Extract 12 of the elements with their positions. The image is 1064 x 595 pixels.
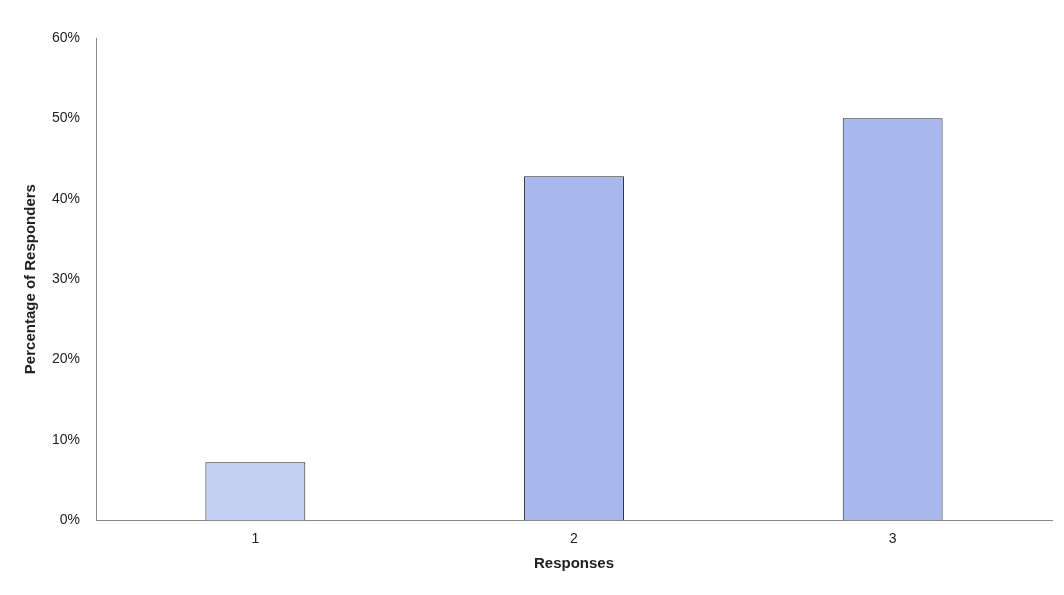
y-tick-label: 20% xyxy=(51,350,81,367)
y-axis-title: Percentage of Responders xyxy=(21,184,39,375)
y-tick-label: 0% xyxy=(59,511,81,528)
y-tick-label: 50% xyxy=(51,109,81,126)
x-tick-label: 3 xyxy=(888,530,897,547)
y-tick-label: 10% xyxy=(51,430,81,447)
x-axis-title: Responses xyxy=(533,554,615,572)
y-tick-label: 30% xyxy=(51,269,81,286)
x-tick-label: 2 xyxy=(570,530,579,547)
y-tick-label: 60% xyxy=(51,28,81,45)
x-tick-label: 1 xyxy=(251,530,260,547)
y-tick-label: 40% xyxy=(51,189,81,206)
